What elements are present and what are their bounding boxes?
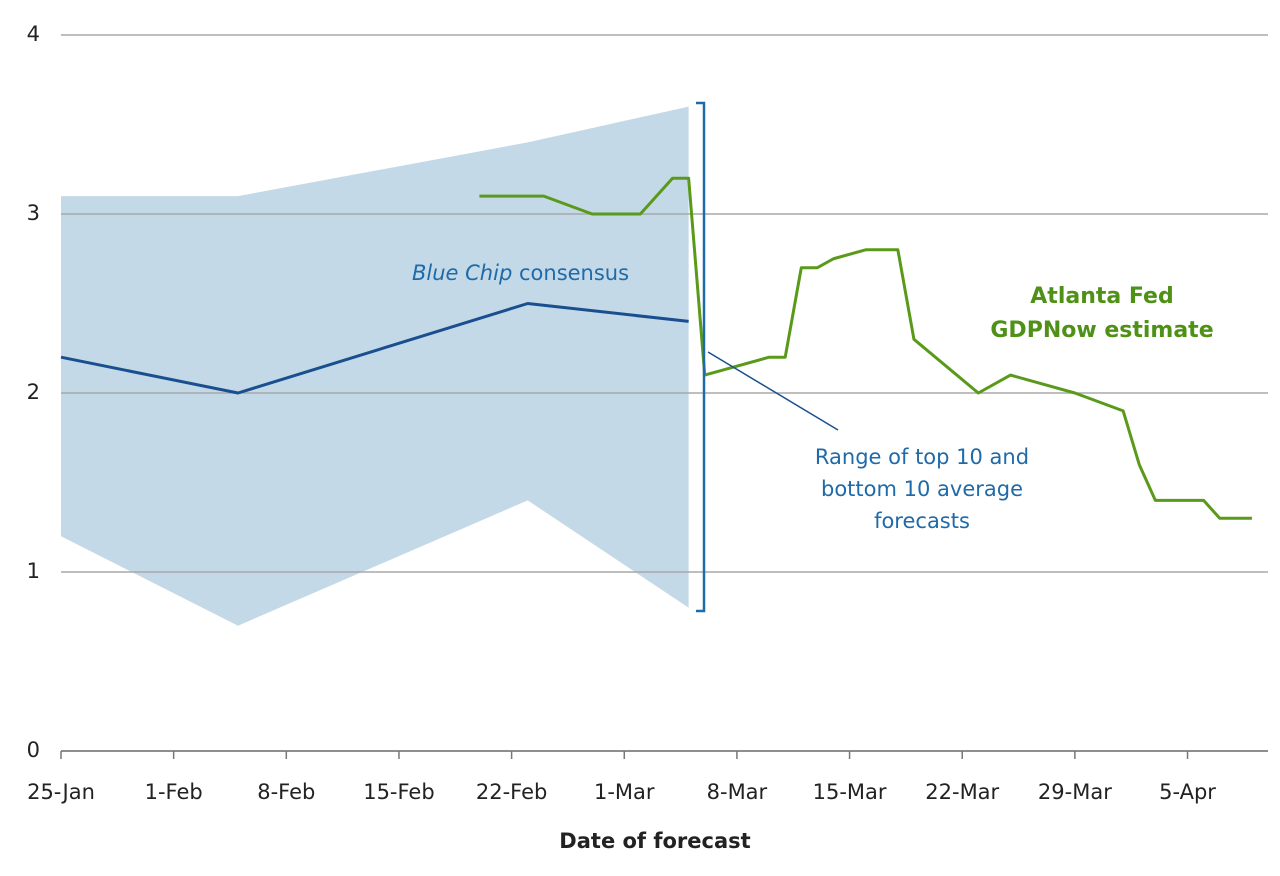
series-line	[479, 176, 1252, 520]
x-tick-label: 15-Feb	[363, 780, 434, 804]
x-tick-label: 8-Feb	[257, 780, 315, 804]
range-label: forecasts	[874, 509, 970, 533]
x-tick-label: 22-Feb	[476, 780, 547, 804]
consensus-rest: consensus	[519, 261, 629, 285]
series-line	[60, 302, 689, 395]
range-label: Range of top 10 and	[815, 445, 1029, 469]
x-tick-label: 1-Mar	[594, 780, 655, 804]
x-tick-label: 8-Mar	[707, 780, 768, 804]
consensus-label: Blue Chip consensus	[412, 261, 629, 285]
x-tick-label: 29-Mar	[1038, 780, 1112, 804]
y-tick-label: 1	[27, 559, 40, 583]
x-tick-label: 15-Mar	[813, 780, 887, 804]
y-tick-label: 3	[27, 201, 40, 225]
y-tick-label: 4	[27, 22, 40, 46]
range-label: bottom 10 average	[821, 477, 1023, 501]
y-tick-label: 0	[27, 738, 40, 762]
x-axis-title: Date of forecast	[559, 829, 750, 853]
gdpnow-label: Atlanta Fed	[1030, 284, 1173, 309]
range-band	[61, 106, 689, 626]
y-tick-label: 2	[27, 380, 40, 404]
gdpnow-label: GDPNow estimate	[990, 318, 1213, 343]
x-tick-label: 1-Feb	[145, 780, 203, 804]
x-tick-label: 22-Mar	[925, 780, 999, 804]
consensus-italic: Blue Chip	[412, 261, 512, 285]
x-tick-label: 5-Apr	[1159, 780, 1216, 804]
leader-line	[707, 351, 839, 431]
x-tick-label: 25-Jan	[27, 780, 95, 804]
plot-area: 0 1 2 3 4 25-Jan 1-Feb 8-Feb 15-Feb 22-Feb 1-Mar 8-…	[27, 22, 1268, 804]
range-bracket	[696, 101, 706, 613]
